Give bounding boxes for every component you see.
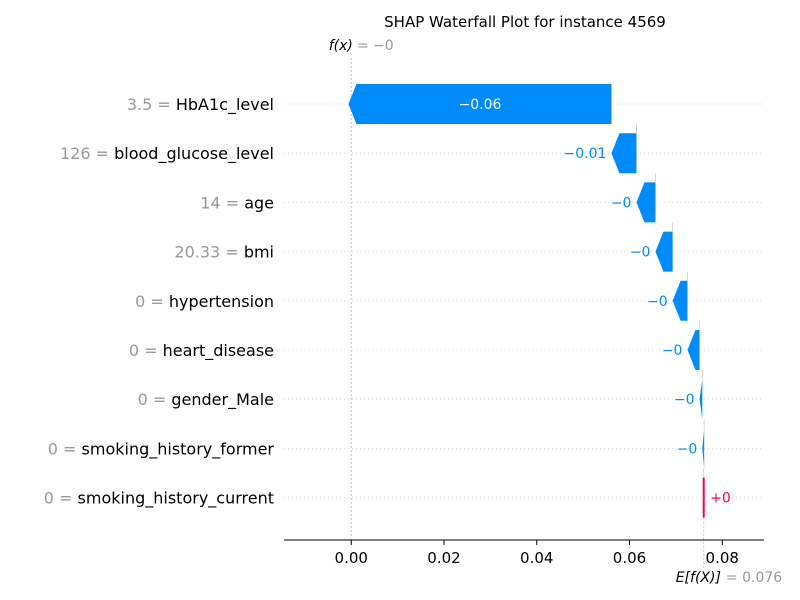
feature-equals: =: [91, 144, 115, 163]
feature-value: 20.33: [174, 243, 220, 262]
bar-value-label: −0.01: [564, 146, 607, 162]
feature-label: 14 = age: [200, 193, 274, 212]
feature-equals: =: [58, 439, 82, 458]
feature-name: bmi: [244, 243, 274, 262]
feature-equals: =: [221, 193, 245, 212]
reference-lines: [350, 58, 705, 568]
bar-value-label: −0: [674, 392, 695, 408]
feature-equals: =: [139, 341, 163, 360]
waterfall-bar: [655, 231, 673, 272]
labels: −0.06 3.5 = HbA1c_level −0.01 126 = blood_g…: [44, 95, 731, 509]
final-value-number: = −0: [357, 38, 394, 54]
annotations: f(x) = −0 E[f(X)] = 0.076: [329, 38, 783, 586]
feature-value: 126: [60, 144, 91, 163]
waterfall-bar: [699, 379, 703, 420]
x-axis: 0.00 0.02 0.04 0.06 0.08: [284, 539, 764, 567]
feature-value: 0: [44, 489, 54, 508]
base-value-number: = 0.076: [726, 570, 782, 586]
x-tick-label: 0.00: [335, 549, 368, 567]
waterfall-bar: [702, 428, 705, 469]
bar-value-label: +0: [710, 491, 731, 507]
final-value-annotation: f(x) = −0: [329, 38, 394, 54]
waterfall-bar: [672, 280, 688, 321]
feature-name: blood_glucose_level: [114, 144, 274, 164]
feature-label: 0 = gender_Male: [138, 390, 274, 410]
bar-value-label: −0: [611, 195, 632, 211]
final-value-math: f(x): [329, 38, 353, 54]
feature-label: 0 = heart_disease: [129, 341, 274, 361]
base-value-math: E[f(X)]: [676, 570, 721, 586]
bar-value-label: −0.06: [458, 97, 501, 113]
feature-value: 3.5: [127, 95, 152, 114]
base-value-annotation: E[f(X)] = 0.076: [676, 570, 783, 586]
feature-name: gender_Male: [171, 390, 274, 410]
waterfall-bar: [348, 84, 612, 124]
feature-label: 20.33 = bmi: [174, 243, 274, 262]
feature-label: 3.5 = HbA1c_level: [127, 95, 274, 115]
bar-value-label: −0: [647, 294, 668, 310]
bars: [348, 84, 705, 518]
feature-value: 0: [48, 439, 58, 458]
feature-value: 0: [129, 341, 139, 360]
feature-equals: =: [148, 390, 172, 409]
feature-label: 126 = blood_glucose_level: [60, 144, 274, 164]
grid-lines: [284, 103, 764, 499]
bar-value-label: −0: [630, 245, 651, 261]
feature-label: 0 = hypertension: [135, 292, 274, 311]
feature-name: HbA1c_level: [176, 95, 274, 115]
feature-name: hypertension: [169, 292, 274, 311]
feature-name: age: [244, 193, 274, 212]
x-tick-label: 0.08: [706, 549, 739, 567]
feature-name: smoking_history_former: [82, 439, 275, 459]
bar-value-label: −0: [677, 441, 698, 457]
feature-name: smoking_history_current: [78, 489, 274, 509]
x-tick-label: 0.04: [520, 549, 553, 567]
waterfall-bar: [636, 182, 656, 223]
feature-label: 0 = smoking_history_current: [44, 489, 274, 509]
chart-title: SHAP Waterfall Plot for instance 4569: [384, 13, 666, 31]
feature-label: 0 = smoking_history_former: [48, 439, 275, 459]
feature-equals: =: [145, 292, 169, 311]
feature-equals: =: [152, 95, 176, 114]
feature-name: heart_disease: [163, 341, 274, 361]
feature-equals: =: [54, 489, 78, 508]
feature-value: 0: [135, 292, 145, 311]
feature-equals: =: [220, 243, 244, 262]
waterfall-bar: [611, 133, 637, 174]
x-tick-label: 0.06: [613, 549, 646, 567]
x-tick-label: 0.02: [427, 549, 460, 567]
bar-value-label: −0: [662, 343, 683, 359]
feature-value: 0: [138, 390, 148, 409]
waterfall-bar: [687, 330, 700, 370]
feature-value: 14: [200, 193, 220, 212]
